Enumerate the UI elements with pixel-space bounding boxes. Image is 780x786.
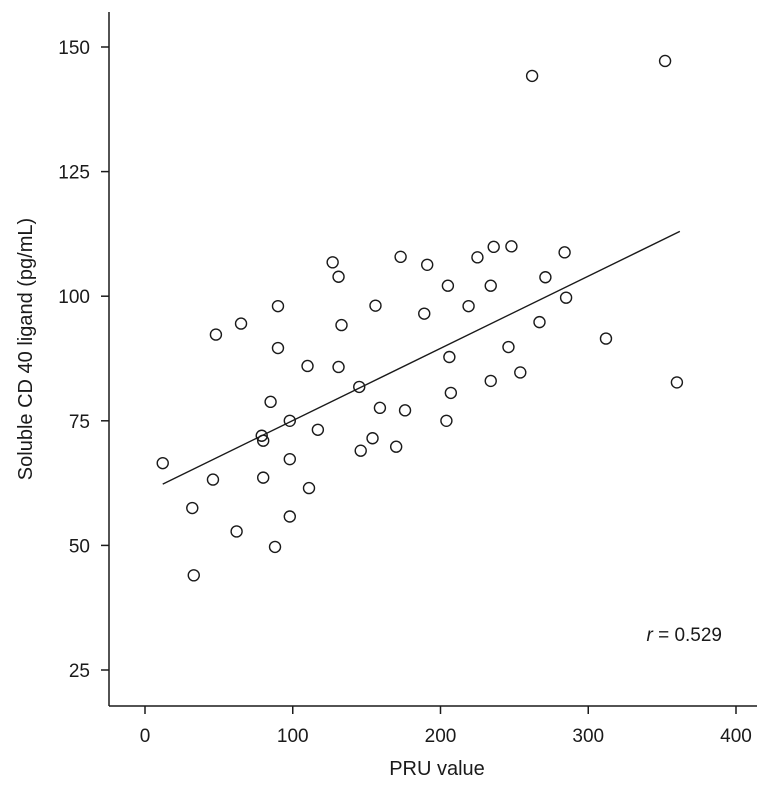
data-point (206, 473, 220, 486)
data-point (366, 432, 379, 445)
data-point (559, 291, 573, 304)
x-tick-label: 400 (720, 726, 752, 747)
axes (108, 12, 757, 707)
data-point (335, 318, 348, 332)
y-tick-label: 25 (69, 661, 90, 682)
data-point (369, 299, 382, 312)
data-point (264, 395, 277, 409)
data-point (443, 350, 456, 364)
data-point (353, 380, 366, 394)
y-axis-title: Soluble CD 40 ligand (pg/mL) (15, 218, 37, 480)
data-point (268, 540, 282, 554)
data-point (311, 423, 325, 436)
regression-line-group (162, 230, 681, 485)
data-point (230, 525, 243, 538)
x-axis-ticks: 0 100 200 300 400 (140, 706, 752, 747)
correlation-value: = 0.529 (653, 625, 722, 646)
y-tick-label: 125 (58, 163, 90, 184)
data-point (558, 246, 571, 259)
data-point (271, 299, 285, 313)
y-tick-label: 75 (69, 412, 90, 433)
data-point (444, 386, 458, 400)
y-tick-label: 100 (58, 287, 90, 308)
data-point (539, 271, 552, 284)
data-point (421, 258, 434, 272)
y-tick-label: 50 (69, 536, 90, 557)
data-point (257, 434, 270, 447)
x-tick-label: 0 (140, 726, 151, 747)
data-point (332, 270, 345, 283)
data-point (471, 251, 484, 264)
data-point (271, 341, 285, 355)
data-point (487, 240, 500, 254)
data-point (283, 452, 296, 466)
correlation-annotation: r = 0.529 (646, 625, 722, 646)
data-point (398, 404, 412, 417)
y-axis-ticks: 25 50 75 100 125 150 (58, 38, 109, 682)
x-tick-label: 300 (572, 726, 604, 747)
data-point (326, 256, 339, 269)
x-axis-title: PRU value (389, 758, 485, 780)
data-point (301, 359, 314, 373)
data-point (441, 279, 455, 292)
data-point (670, 376, 684, 389)
data-point (525, 69, 539, 83)
data-point (389, 440, 403, 453)
data-point (373, 401, 387, 415)
data-point (302, 481, 316, 495)
data-point (394, 250, 407, 264)
data-points (156, 54, 684, 582)
data-point (502, 340, 515, 354)
data-point (332, 360, 345, 374)
data-point (484, 374, 497, 388)
data-point (186, 501, 199, 515)
data-point (462, 299, 475, 313)
regression-line (162, 230, 681, 485)
data-point (283, 414, 296, 427)
data-point (658, 54, 672, 68)
x-tick-label: 100 (277, 726, 309, 747)
y-tick-label: 150 (58, 38, 90, 59)
data-point (440, 414, 453, 427)
data-point (283, 510, 296, 523)
data-point (514, 366, 527, 379)
data-point (257, 471, 270, 484)
data-point (187, 569, 200, 582)
data-point (234, 317, 248, 330)
data-point (354, 444, 367, 457)
data-point (505, 240, 518, 253)
x-tick-label: 200 (425, 726, 457, 747)
correlation-symbol: r (646, 625, 653, 646)
data-point (484, 279, 497, 292)
data-point (156, 456, 169, 470)
data-point (533, 315, 546, 329)
data-point (599, 332, 613, 345)
data-point (418, 307, 431, 320)
data-point (209, 328, 223, 341)
data-point (255, 429, 268, 442)
